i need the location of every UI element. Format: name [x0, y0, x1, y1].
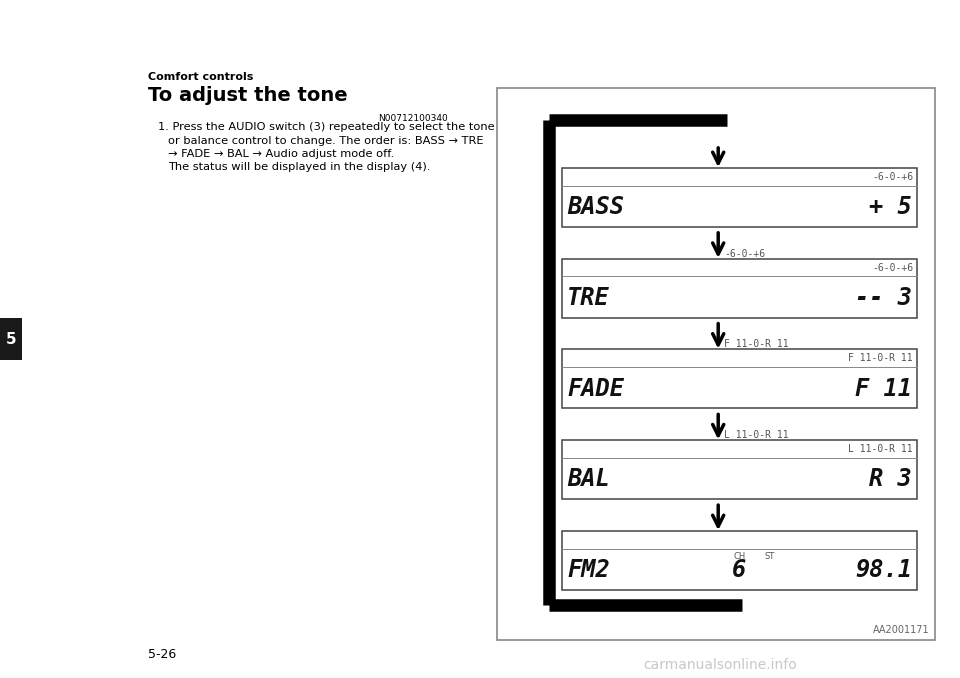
- Text: + 5: + 5: [869, 195, 912, 219]
- Text: 5: 5: [6, 332, 16, 346]
- Text: 98.1: 98.1: [855, 558, 912, 582]
- Text: 6: 6: [732, 558, 747, 582]
- Bar: [562, 168, 917, 227]
- Text: F 11-0-R 11: F 11-0-R 11: [849, 353, 913, 363]
- Bar: [562, 259, 917, 318]
- Text: FADE: FADE: [567, 377, 624, 401]
- Text: FM2: FM2: [567, 558, 610, 582]
- Text: The status will be displayed in the display (4).: The status will be displayed in the disp…: [168, 163, 430, 172]
- Bar: [497, 88, 935, 640]
- Text: 5-26: 5-26: [148, 648, 177, 661]
- Text: 1. Press the AUDIO switch (3) repeatedly to select the tone: 1. Press the AUDIO switch (3) repeatedly…: [158, 122, 494, 132]
- Text: -6-0-+6: -6-0-+6: [872, 172, 913, 182]
- Text: L 11-0-R 11: L 11-0-R 11: [724, 431, 789, 440]
- Text: CH: CH: [733, 552, 746, 561]
- Bar: [0, 318, 22, 360]
- Text: -6-0-+6: -6-0-+6: [724, 249, 765, 259]
- Text: F 11: F 11: [855, 377, 912, 401]
- Text: or balance control to change. The order is: BASS → TRE: or balance control to change. The order …: [168, 136, 484, 146]
- Bar: [562, 440, 917, 499]
- Text: TRE: TRE: [567, 286, 610, 310]
- Text: -6-0-+6: -6-0-+6: [872, 262, 913, 273]
- Text: -- 3: -- 3: [855, 286, 912, 310]
- Bar: [562, 349, 917, 408]
- Text: AA2001171: AA2001171: [874, 625, 930, 635]
- Text: BAL: BAL: [567, 467, 610, 492]
- Text: R 3: R 3: [869, 467, 912, 492]
- Text: → FADE → BAL → Audio adjust mode off.: → FADE → BAL → Audio adjust mode off.: [168, 149, 395, 159]
- Bar: [562, 531, 917, 590]
- Text: N00712100340: N00712100340: [378, 114, 448, 123]
- Text: F 11-0-R 11: F 11-0-R 11: [724, 340, 789, 349]
- Text: ST: ST: [764, 552, 775, 561]
- Text: BASS: BASS: [567, 195, 624, 219]
- Text: L 11-0-R 11: L 11-0-R 11: [849, 444, 913, 454]
- Text: carmanualsonline.info: carmanualsonline.info: [643, 658, 797, 672]
- Text: Comfort controls: Comfort controls: [148, 72, 253, 82]
- Text: To adjust the tone: To adjust the tone: [148, 86, 348, 105]
